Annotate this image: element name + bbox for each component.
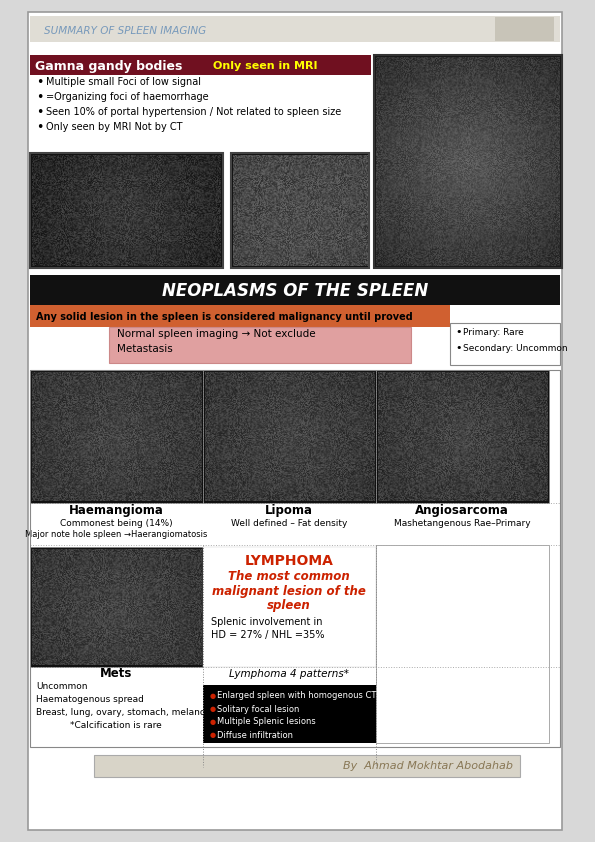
Bar	[109, 327, 411, 363]
Bar	[95, 755, 519, 777]
Bar	[376, 545, 549, 743]
Text: Multiple small Foci of low signal: Multiple small Foci of low signal	[46, 77, 201, 87]
Text: Mets: Mets	[100, 667, 132, 680]
Text: *Calcification is rare: *Calcification is rare	[70, 721, 162, 730]
Text: Normal spleen imaging → Not exclude: Normal spleen imaging → Not exclude	[117, 329, 316, 339]
Text: Lymphoma 4 patterns*: Lymphoma 4 patterns*	[229, 669, 349, 679]
Text: •: •	[455, 343, 462, 353]
Text: Any solid lesion in the spleen is considered malignancy until proved: Any solid lesion in the spleen is consid…	[36, 312, 413, 322]
Text: Haemangioma: Haemangioma	[69, 504, 164, 517]
Text: ●: ●	[209, 706, 215, 712]
Text: NEOPLASMS OF THE SPLEEN: NEOPLASMS OF THE SPLEEN	[162, 282, 428, 300]
Bar	[30, 16, 560, 42]
Bar	[30, 275, 560, 305]
Bar	[30, 370, 560, 747]
Text: Only seen by MRI Not by CT: Only seen by MRI Not by CT	[46, 122, 183, 132]
Text: Haematogenous spread: Haematogenous spread	[36, 695, 144, 704]
Text: Breast, lung, ovary, stomach, melanoma: Breast, lung, ovary, stomach, melanoma	[36, 708, 220, 717]
Text: ●: ●	[209, 693, 215, 699]
Text: Seen 10% of portal hypertension / Not related to spleen size: Seen 10% of portal hypertension / Not re…	[46, 107, 342, 117]
Text: Uncommon: Uncommon	[36, 682, 87, 691]
Text: ●: ●	[209, 732, 215, 738]
Text: Primary: Rare: Primary: Rare	[464, 328, 524, 337]
Bar	[231, 153, 369, 268]
Text: •: •	[36, 90, 43, 104]
Text: Angiosarcoma: Angiosarcoma	[415, 504, 509, 517]
Text: •: •	[36, 76, 43, 88]
Bar	[30, 153, 223, 268]
Bar	[203, 547, 376, 667]
Bar	[203, 370, 376, 503]
Text: HD = 27% / NHL =35%: HD = 27% / NHL =35%	[211, 630, 325, 640]
Bar	[95, 755, 519, 777]
Text: malignant lesion of the: malignant lesion of the	[212, 584, 366, 598]
Text: Diffuse infiltration: Diffuse infiltration	[217, 731, 293, 739]
Text: Secondary: Uncommon: Secondary: Uncommon	[464, 344, 568, 353]
Bar	[30, 547, 203, 667]
Text: Mashetangenous Rae–Primary: Mashetangenous Rae–Primary	[394, 519, 531, 528]
Bar	[30, 305, 450, 327]
Text: Splenic involvement in: Splenic involvement in	[211, 617, 322, 627]
Text: •: •	[36, 105, 43, 119]
Text: Only seen in MRI: Only seen in MRI	[213, 61, 318, 71]
Text: The most common: The most common	[228, 571, 350, 584]
Text: Multiple Splenic lesions: Multiple Splenic lesions	[217, 717, 316, 727]
Bar	[30, 55, 371, 75]
Text: •: •	[36, 120, 43, 134]
Bar	[30, 370, 203, 503]
Text: By  Ahmad Mokhtar Abodahab: By Ahmad Mokhtar Abodahab	[343, 761, 513, 771]
Bar	[450, 323, 560, 365]
Text: Well defined – Fat density: Well defined – Fat density	[231, 519, 347, 528]
Bar	[376, 370, 549, 503]
Bar	[374, 55, 562, 268]
Text: Commonest being (14%): Commonest being (14%)	[60, 519, 173, 528]
Text: Metastasis: Metastasis	[117, 344, 173, 354]
Text: spleen: spleen	[267, 599, 311, 611]
Text: •: •	[455, 327, 462, 337]
Bar	[495, 17, 554, 41]
Text: Solitary focal lesion: Solitary focal lesion	[217, 705, 299, 713]
Text: LYMPHOMA: LYMPHOMA	[245, 554, 334, 568]
Bar	[203, 685, 376, 743]
Text: Gamna gandy bodies: Gamna gandy bodies	[35, 60, 183, 72]
Text: =Organizing foci of haemorrhage: =Organizing foci of haemorrhage	[46, 92, 209, 102]
Text: ●: ●	[209, 719, 215, 725]
Text: Enlarged spleen with homogenous CT: Enlarged spleen with homogenous CT	[217, 691, 377, 701]
Text: Major note hole spleen →Haerangiomatosis: Major note hole spleen →Haerangiomatosis	[25, 530, 208, 539]
Text: SUMMARY OF SPLEEN IMAGING: SUMMARY OF SPLEEN IMAGING	[44, 26, 206, 36]
Text: Lipoma: Lipoma	[265, 504, 313, 517]
